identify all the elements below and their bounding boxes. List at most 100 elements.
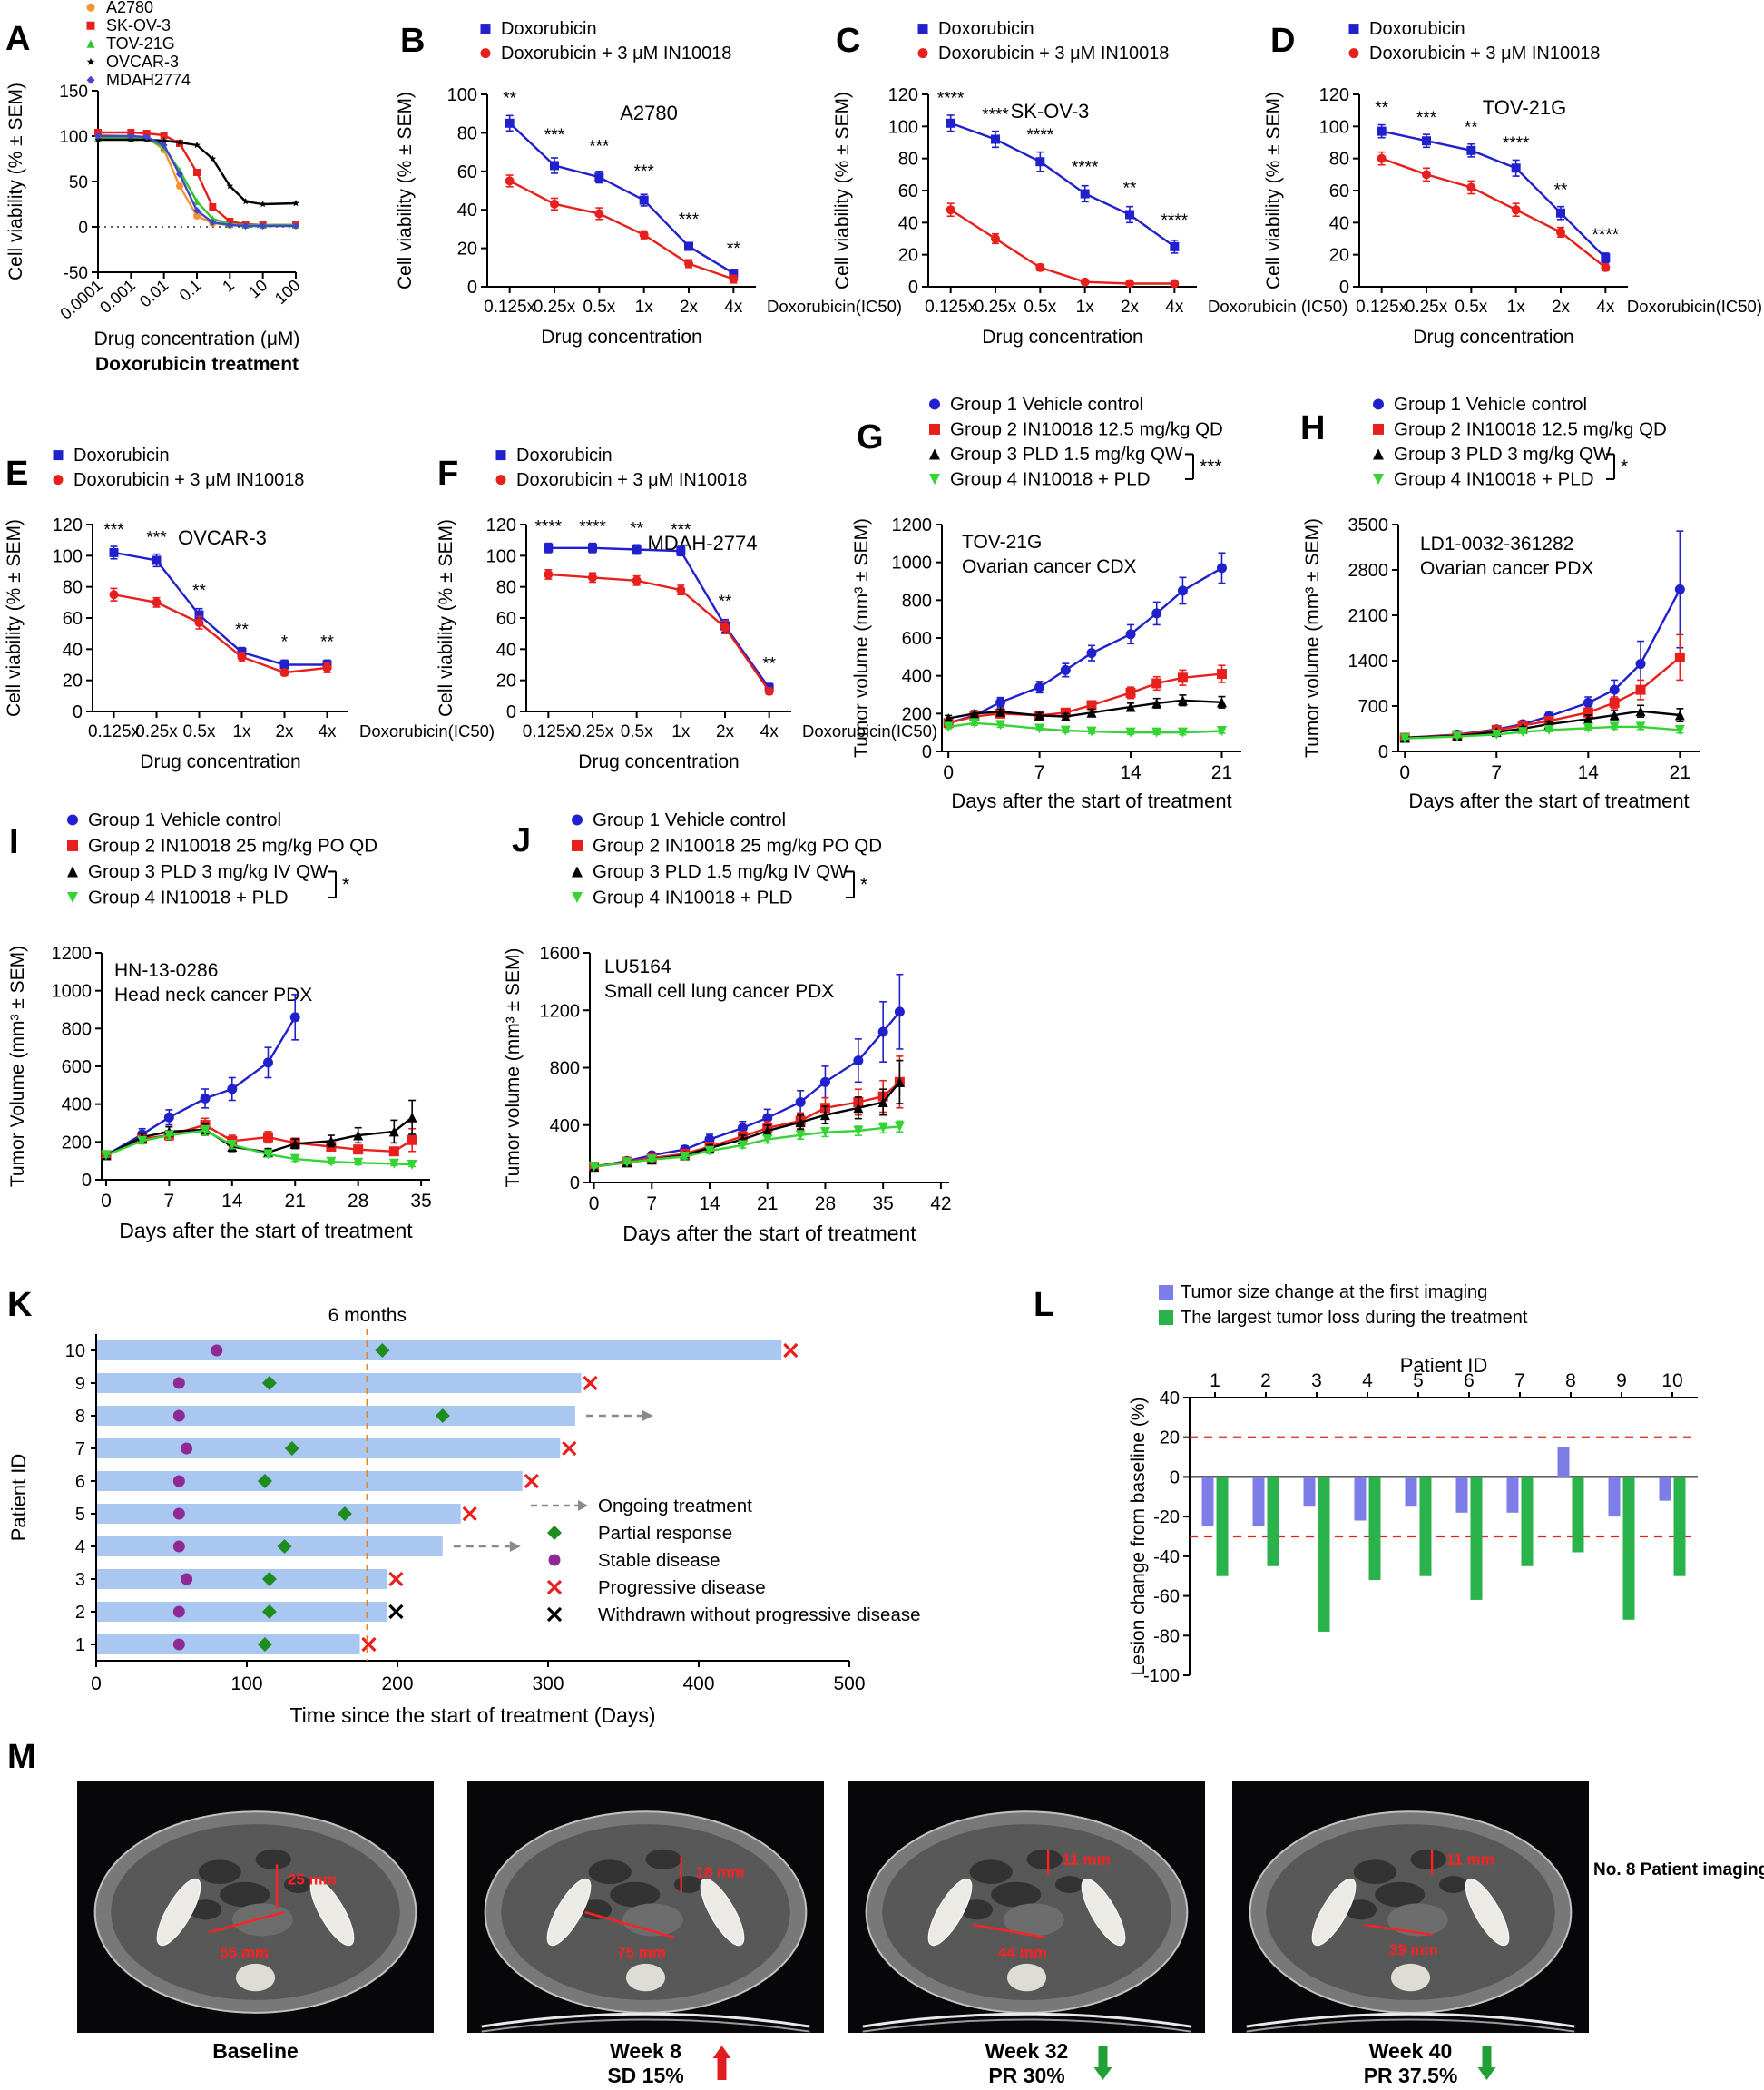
bar-first-imaging-patient-9 <box>1608 1477 1621 1517</box>
data-point <box>1086 648 1097 659</box>
data-point <box>819 1076 830 1087</box>
data-point <box>1556 208 1565 218</box>
legend-marker <box>1373 448 1384 460</box>
stable-disease-marker <box>172 1605 185 1618</box>
significance-marks: ** <box>719 593 732 612</box>
bar-first-imaging-patient-6 <box>1455 1477 1468 1513</box>
significance-marks: ** <box>762 655 776 674</box>
treatment-bar-patient-2 <box>96 1602 387 1622</box>
bar-largest-loss-patient-3 <box>1318 1477 1330 1632</box>
legend-marker <box>495 475 506 486</box>
line <box>524 1473 539 1489</box>
plot-title: LD1-0032-361282 <box>1420 534 1573 554</box>
x-tick-label: 7 <box>1491 762 1502 783</box>
line <box>361 1636 377 1653</box>
data-point <box>1583 713 1593 724</box>
data-point <box>1491 729 1502 740</box>
x-tick-label: 0.1 <box>176 276 205 305</box>
data-point <box>1034 723 1045 734</box>
significance-marks: *** <box>544 126 565 145</box>
measurement-label: 75 mm <box>617 1944 666 1961</box>
x-tick-label: 4x <box>318 722 337 741</box>
legend-label: Tumor size change at the first imaging <box>1181 1282 1487 1302</box>
data-point <box>1086 726 1097 737</box>
data-point <box>594 209 604 219</box>
data-point <box>194 610 204 620</box>
legend-marker <box>572 891 583 903</box>
x-tick-label: 0 <box>101 1191 112 1212</box>
y-tick-label: 0 <box>570 1173 580 1193</box>
data-point <box>407 1159 417 1170</box>
y-tick-label: 0 <box>506 702 516 722</box>
data-point <box>894 1121 905 1132</box>
patient-id-tick: 10 <box>1661 1370 1682 1391</box>
panel-letter-I: I <box>9 823 19 861</box>
data-point <box>1511 205 1521 215</box>
significance-marks: *** <box>671 521 691 540</box>
y-tick-label: 60 <box>63 609 83 629</box>
legend-label: SK-OV-3 <box>106 16 171 34</box>
plot-title: Ovarian cancer PDX <box>1420 558 1593 579</box>
x-tick-label: 0.001 <box>96 276 139 317</box>
series-line <box>548 546 770 689</box>
patient-id-tick: 5 <box>1413 1370 1424 1391</box>
significance-marks: **** <box>1027 126 1054 145</box>
y-axis-title: Tumor volume (mm³ ± SEM) <box>851 518 872 758</box>
y-tick-label: 1200 <box>892 515 933 535</box>
measurement-label: 25 mm <box>288 1871 337 1889</box>
x-axis-title: Drug concentration <box>982 327 1142 348</box>
data-point <box>877 1096 888 1107</box>
data-point <box>322 662 332 672</box>
y-tick-label: 80 <box>63 578 83 598</box>
y-tick-label: 60 <box>1329 182 1349 201</box>
data-point <box>877 1026 888 1037</box>
y-tick-label: 120 <box>486 515 516 535</box>
data-point <box>127 132 135 140</box>
data-point <box>995 697 1006 708</box>
data-point <box>1635 706 1646 717</box>
significance-marks: ** <box>630 519 643 538</box>
data-point <box>819 1127 830 1138</box>
patient-id-tick: 1 <box>1210 1370 1220 1391</box>
data-point <box>152 597 162 607</box>
y-tick-label: 80 <box>898 150 918 170</box>
data-point <box>1125 210 1134 220</box>
panel-G: G 0 200 400 600 800 1000 1200 0 7 14 21 Days after t… <box>851 394 1241 812</box>
ct-bowel-gas <box>189 1899 222 1920</box>
x-tick-label: 4x <box>760 722 779 741</box>
panel-letter-J: J <box>512 821 531 859</box>
y-tick-label: 0 <box>922 742 932 762</box>
y-tick-label: 100 <box>447 85 477 105</box>
data-point <box>1609 697 1620 708</box>
ct-bowel-gas <box>588 1859 632 1885</box>
data-point <box>176 171 184 178</box>
progressive-disease-marker <box>583 1375 598 1391</box>
x-tick-label: 1x <box>671 722 691 741</box>
series-line <box>948 721 1222 734</box>
bar-largest-loss-patient-4 <box>1368 1477 1381 1581</box>
x-tick-label: 0.125x <box>484 298 536 317</box>
ct-bowel-gas <box>1026 1849 1063 1869</box>
data-point <box>142 133 151 141</box>
x-tick-label: 7 <box>646 1193 657 1214</box>
panel-letter-L: L <box>1034 1286 1054 1324</box>
legend-label: Group 2 IN10018 25 mg/kg PO QD <box>88 836 377 857</box>
data-point <box>1635 684 1646 695</box>
x-tick-label: 300 <box>532 1673 564 1694</box>
response-arrow-down <box>1093 2046 1112 2080</box>
treatment-bar-patient-3 <box>96 1569 387 1589</box>
ct-table-line-2 <box>862 2018 1191 2033</box>
y-tick-label: 400 <box>902 667 932 687</box>
significance-marks: ** <box>1123 180 1137 199</box>
data-point <box>209 203 217 211</box>
ct-right-ilium <box>309 1878 355 1947</box>
data-point <box>1517 727 1528 738</box>
data-point <box>544 543 554 553</box>
data-point <box>1556 227 1565 237</box>
data-point <box>729 274 739 284</box>
data-point <box>1177 695 1188 706</box>
x-tick-label: 200 <box>381 1673 413 1694</box>
panel-I: I 0 200 400 600 800 1000 1200 0 7 14 21 28 35 Days aft… <box>7 810 432 1242</box>
data-point <box>1216 726 1227 736</box>
